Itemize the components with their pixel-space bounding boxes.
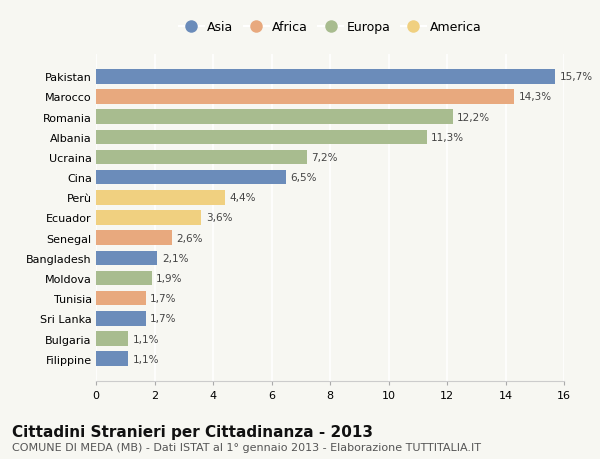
- Text: 6,5%: 6,5%: [290, 173, 317, 183]
- Text: 14,3%: 14,3%: [518, 92, 552, 102]
- Bar: [96, 211, 202, 225]
- Text: 1,9%: 1,9%: [156, 274, 182, 283]
- Bar: [96, 291, 146, 306]
- Bar: [96, 90, 514, 105]
- Text: 15,7%: 15,7%: [560, 72, 593, 82]
- Text: Cittadini Stranieri per Cittadinanza - 2013: Cittadini Stranieri per Cittadinanza - 2…: [12, 425, 373, 440]
- Text: 2,6%: 2,6%: [176, 233, 203, 243]
- Text: 11,3%: 11,3%: [431, 133, 464, 142]
- Text: 2,1%: 2,1%: [162, 253, 188, 263]
- Bar: [96, 70, 555, 84]
- Text: COMUNE DI MEDA (MB) - Dati ISTAT al 1° gennaio 2013 - Elaborazione TUTTITALIA.IT: COMUNE DI MEDA (MB) - Dati ISTAT al 1° g…: [12, 442, 481, 452]
- Text: 1,7%: 1,7%: [150, 313, 176, 324]
- Bar: [96, 231, 172, 246]
- Bar: [96, 311, 146, 326]
- Bar: [96, 190, 225, 205]
- Bar: [96, 151, 307, 165]
- Text: 1,1%: 1,1%: [133, 334, 159, 344]
- Bar: [96, 171, 286, 185]
- Text: 1,1%: 1,1%: [133, 354, 159, 364]
- Bar: [96, 251, 157, 265]
- Text: 1,7%: 1,7%: [150, 294, 176, 303]
- Text: 7,2%: 7,2%: [311, 153, 337, 162]
- Text: 3,6%: 3,6%: [206, 213, 232, 223]
- Text: 4,4%: 4,4%: [229, 193, 256, 203]
- Bar: [96, 110, 453, 125]
- Bar: [96, 352, 128, 366]
- Text: 12,2%: 12,2%: [457, 112, 490, 123]
- Bar: [96, 130, 427, 145]
- Bar: [96, 271, 152, 285]
- Bar: [96, 331, 128, 346]
- Legend: Asia, Africa, Europa, America: Asia, Africa, Europa, America: [176, 19, 484, 37]
